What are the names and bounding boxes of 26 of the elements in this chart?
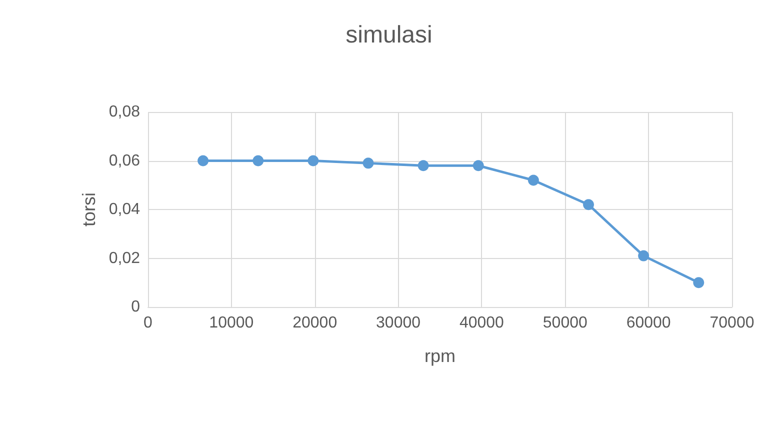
point: [583, 199, 594, 210]
y-tick-label: 0,02: [108, 250, 140, 267]
point: [693, 277, 704, 288]
point: [418, 160, 429, 172]
x-tick-label: 10000: [209, 314, 254, 332]
y-tick-label: 0,06: [108, 152, 140, 170]
point: [252, 155, 264, 166]
point: [638, 250, 650, 262]
x-tick-label: 60000: [626, 314, 671, 332]
x-tick-label: 70000: [710, 314, 754, 332]
x-axis-title: rpm: [424, 346, 456, 366]
x-tick-label: 40000: [459, 314, 504, 332]
point: [308, 155, 319, 166]
y-tick-label: 0: [131, 298, 140, 316]
x-tick-label: 0: [144, 314, 153, 332]
point: [198, 155, 209, 166]
x-tick-label: 30000: [376, 314, 421, 332]
point: [528, 174, 539, 186]
y-tick-label: 0,08: [108, 104, 140, 120]
y-axis-title: torsi: [78, 192, 99, 227]
x-tick-label: 20000: [292, 314, 338, 332]
x-tick-label: 50000: [542, 314, 588, 332]
point: [362, 158, 374, 169]
point: [472, 160, 484, 172]
chart-title: simulasi: [346, 22, 432, 48]
y-tick-label: 0,04: [108, 201, 140, 218]
